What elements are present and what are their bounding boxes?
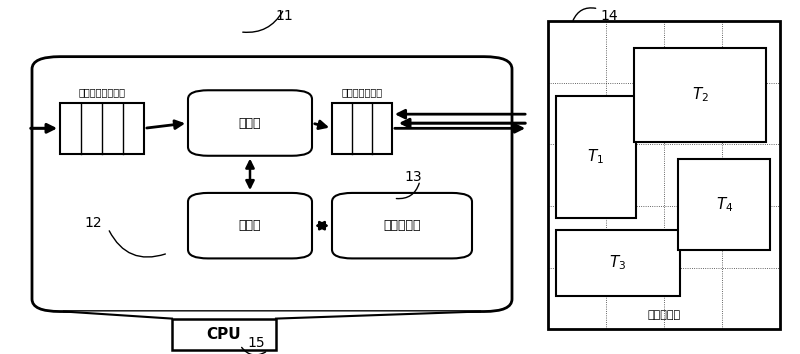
Text: 已调度任务队列: 已调度任务队列 xyxy=(342,87,382,97)
Text: 任务等待调度队列: 任务等待调度队列 xyxy=(78,87,126,97)
Text: 14: 14 xyxy=(600,9,618,23)
Text: 调度器: 调度器 xyxy=(238,116,262,130)
Text: 12: 12 xyxy=(84,216,102,230)
Text: CPU: CPU xyxy=(206,327,242,342)
FancyBboxPatch shape xyxy=(188,193,312,258)
Text: 资源管理器: 资源管理器 xyxy=(383,219,421,232)
Polygon shape xyxy=(64,312,480,319)
Bar xyxy=(556,96,636,218)
Text: 13: 13 xyxy=(404,170,422,184)
FancyBboxPatch shape xyxy=(332,193,472,258)
FancyBboxPatch shape xyxy=(32,57,512,312)
Text: $T_1$: $T_1$ xyxy=(587,147,605,166)
Text: $T_4$: $T_4$ xyxy=(716,195,733,214)
Bar xyxy=(60,103,144,154)
Bar xyxy=(678,159,770,250)
Bar xyxy=(634,48,766,142)
Text: $T_3$: $T_3$ xyxy=(610,253,626,272)
Text: 15: 15 xyxy=(247,336,265,350)
Text: $T_2$: $T_2$ xyxy=(692,85,709,104)
Bar xyxy=(548,21,780,329)
Bar xyxy=(556,230,680,296)
FancyBboxPatch shape xyxy=(188,90,312,156)
Bar xyxy=(332,103,392,154)
Text: 11: 11 xyxy=(275,9,293,23)
Text: 可重构器件: 可重构器件 xyxy=(647,310,681,320)
Text: 布局器: 布局器 xyxy=(238,219,262,232)
Bar xyxy=(172,319,276,350)
